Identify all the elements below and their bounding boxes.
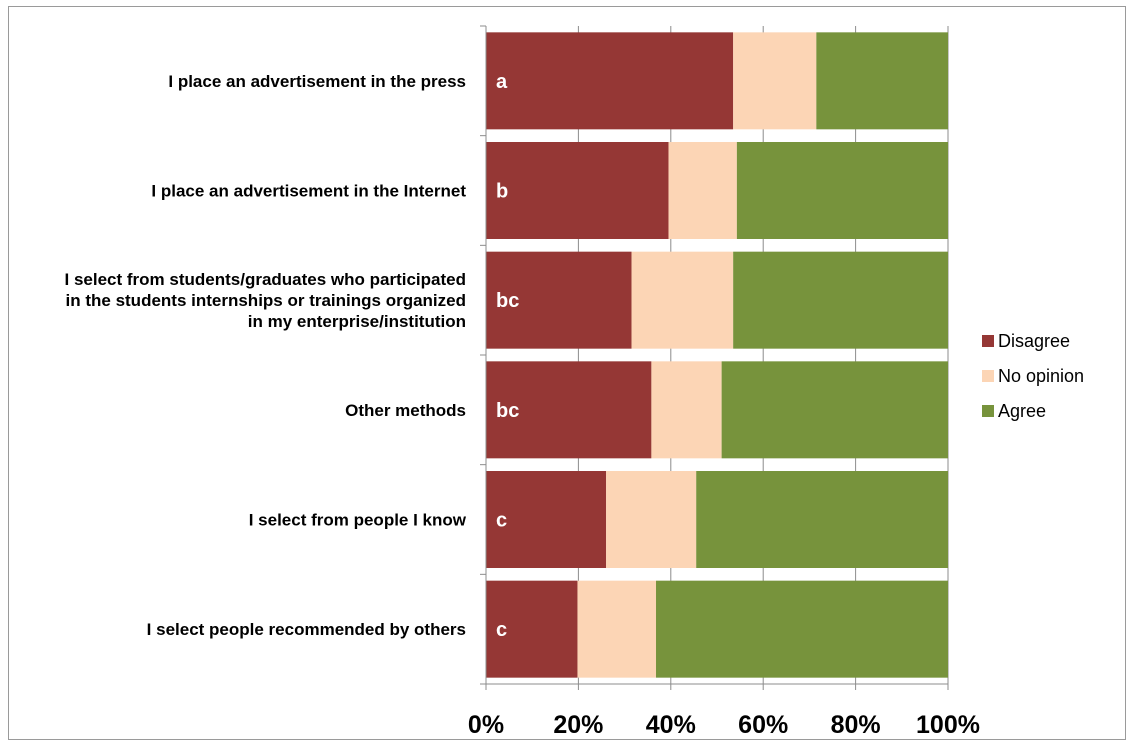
bar-group-letter: a (496, 71, 508, 93)
category-labels: I place an advertisement in the press I p… (65, 72, 467, 639)
bar-group-letter: b (496, 181, 508, 203)
bar-segment-disagree (486, 32, 733, 129)
category-label: I select from people I know (249, 511, 467, 530)
legend-label: No opinion (998, 366, 1084, 386)
category-label: I select people recommended by others (147, 620, 466, 639)
category-label: I place an advertisement in the press (168, 72, 466, 91)
x-tick-labels: 0% 20% 40% 60% 80% 100% (468, 711, 980, 739)
bar-segment-agree (816, 32, 948, 129)
legend: Disagree No opinion Agree (982, 331, 1084, 421)
bar-group-letter: bc (496, 290, 519, 312)
bar-segment-no-opinion (577, 581, 656, 678)
category-label: Other methods (345, 401, 466, 420)
x-tick-label: 100% (916, 711, 980, 739)
legend-swatch (982, 335, 994, 347)
bar-segment-agree (733, 252, 948, 349)
bar-segment-agree (656, 581, 948, 678)
category-label: in the students internships or trainings… (66, 291, 466, 310)
bar-segment-no-opinion (733, 32, 816, 129)
x-tick-label: 80% (831, 711, 881, 739)
bar-segment-no-opinion (668, 142, 736, 239)
bar-group-letter: c (496, 510, 507, 532)
legend-swatch (982, 370, 994, 382)
bar-segment-agree (722, 361, 948, 458)
bar-segment-no-opinion (632, 252, 734, 349)
category-label: I select from students/graduates who par… (65, 270, 466, 289)
bar-group-letter: bc (496, 400, 519, 422)
legend-swatch (982, 405, 994, 417)
bar-group-letter: c (496, 619, 507, 641)
category-label: in my enterprise/institution (248, 312, 466, 331)
bars (486, 32, 948, 677)
bar-segment-no-opinion (606, 471, 696, 568)
bar-segment-agree (737, 142, 948, 239)
bar-segment-no-opinion (651, 361, 721, 458)
x-tick-label: 40% (646, 711, 696, 739)
bar-segment-disagree (486, 142, 668, 239)
category-label: I place an advertisement in the Internet (151, 182, 466, 201)
legend-label: Disagree (998, 331, 1070, 351)
x-tick-label: 20% (553, 711, 603, 739)
x-tick-label: 60% (738, 711, 788, 739)
legend-label: Agree (998, 401, 1046, 421)
bar-segment-agree (696, 471, 948, 568)
x-tick-label: 0% (468, 711, 504, 739)
